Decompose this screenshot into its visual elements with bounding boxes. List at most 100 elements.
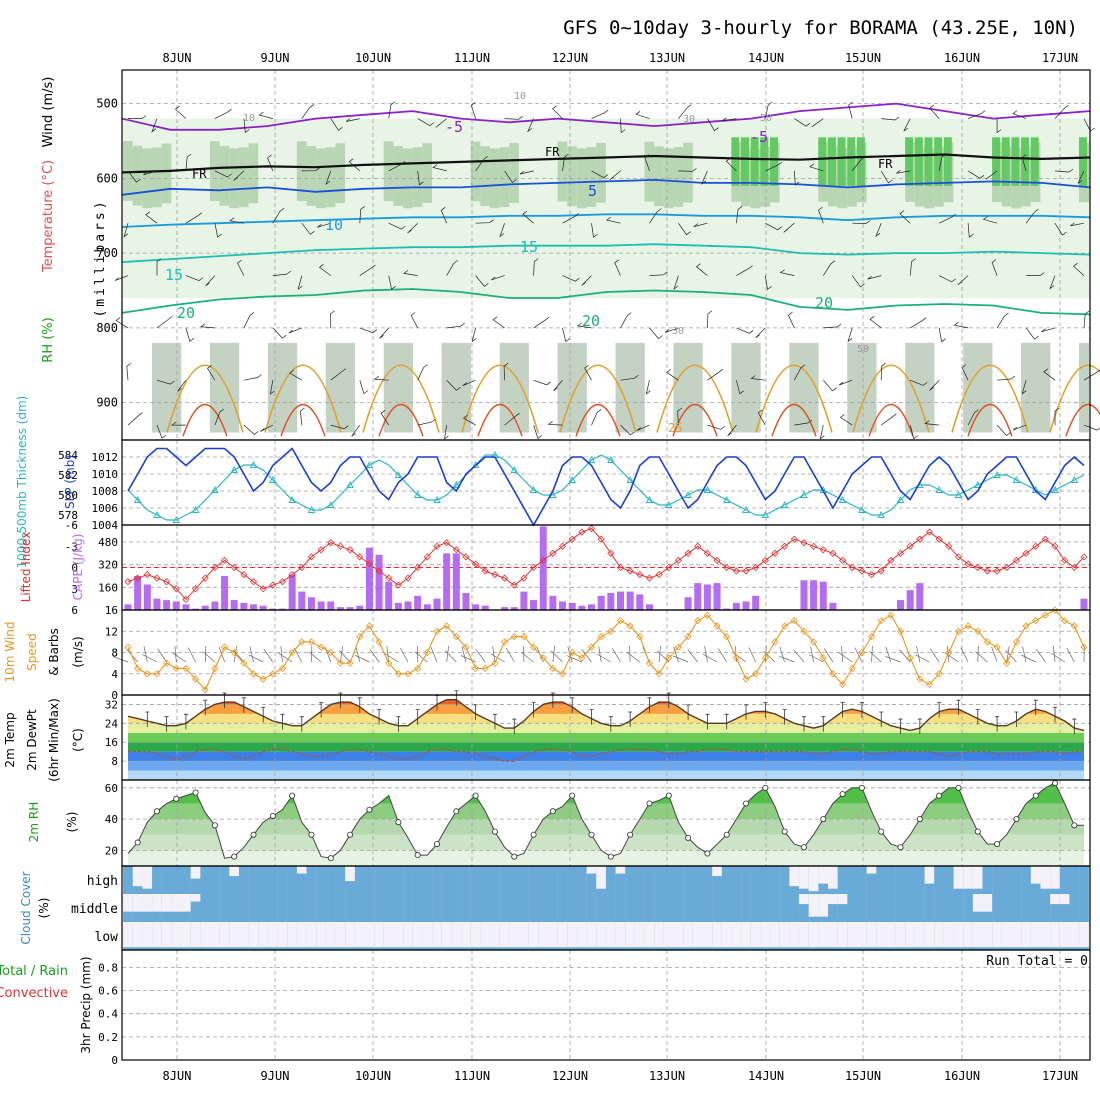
cloud-cloud_mid-blue-67 bbox=[770, 894, 780, 922]
precip-ytick-4: 0 bbox=[111, 1054, 118, 1067]
lifted-index-point-54 bbox=[645, 574, 654, 582]
upper-wind-barb-6-57 bbox=[677, 407, 682, 426]
lifted-index-point-42 bbox=[530, 563, 538, 572]
rh-shade-a-98 bbox=[1069, 118, 1080, 298]
lifted-index-point-59 bbox=[694, 542, 702, 550]
cape-bar-27 bbox=[385, 581, 393, 610]
temp-ytick-1: 24 bbox=[105, 717, 119, 730]
upper-wind-barb-5-51 bbox=[620, 375, 639, 381]
cape-bar-50 bbox=[607, 593, 615, 610]
cloud-cloud_low-clear-4 bbox=[161, 922, 172, 948]
cloud-cloud_high-clear-86 bbox=[953, 866, 964, 889]
cloud-cloud_mid-blue-73 bbox=[828, 894, 838, 922]
upper-wind-barb-2-93 bbox=[1025, 208, 1039, 224]
rh-point-15 bbox=[269, 812, 276, 819]
cloud-cloud_mid-blue-70 bbox=[799, 894, 809, 922]
rh-shade-a-10 bbox=[219, 118, 230, 298]
cloud-cloud_high-blue-47 bbox=[576, 866, 587, 894]
cloud-cloud_mid-blue-80 bbox=[895, 894, 906, 922]
rh-point-92 bbox=[1013, 816, 1020, 823]
temp-minmax-bar-54 bbox=[647, 697, 652, 713]
upper-wind-barb-4-42 bbox=[533, 316, 550, 329]
cloud-cloud_high-clear-2 bbox=[142, 866, 153, 889]
temp-minmax-bar-34 bbox=[454, 690, 459, 706]
wind-speed-point-63 bbox=[732, 654, 740, 662]
rh-shade-d-58 bbox=[683, 342, 694, 433]
temp-minmax-bar-66 bbox=[763, 702, 768, 718]
rh-point-60 bbox=[704, 850, 711, 857]
diurnal-arc-red-3 bbox=[477, 404, 523, 437]
rh-point-21 bbox=[327, 855, 334, 862]
upper-wind-barb-2-69 bbox=[783, 222, 795, 233]
label-isotherm-20-2: 20 bbox=[582, 312, 600, 330]
upper-wind-barb-3-93 bbox=[1026, 272, 1045, 276]
cloud-cloud_low-clear-46 bbox=[567, 922, 578, 948]
cloud-cloud_low-clear-23 bbox=[345, 922, 356, 948]
rh-shade-a-9 bbox=[209, 118, 220, 298]
wind-speed-point-8 bbox=[201, 686, 209, 694]
cloud-cloud_mid-clear-89 bbox=[982, 894, 993, 912]
lifted-index-point-19 bbox=[307, 553, 316, 561]
upper-wind-barb-4-93 bbox=[1025, 327, 1039, 340]
rh-shade-a-14 bbox=[258, 118, 269, 298]
upper-wind-barb-4-3 bbox=[156, 316, 173, 329]
rh-shade-a-31 bbox=[422, 118, 433, 298]
thickness-point-42 bbox=[529, 486, 538, 493]
cloud-cloud_low-clear-14 bbox=[258, 922, 269, 948]
lifted-index-point-44 bbox=[549, 549, 557, 557]
rh-shade-a-43 bbox=[538, 118, 549, 298]
cloud-cloud_low-clear-52 bbox=[625, 922, 636, 948]
upper-wind-barb-6-93 bbox=[1012, 424, 1027, 431]
wind-speed-point-67 bbox=[771, 638, 779, 646]
label-isotherm-5: 5 bbox=[588, 182, 597, 200]
rh-shade-a-69 bbox=[789, 118, 800, 298]
cloud-cloud_high-blue-28 bbox=[393, 866, 404, 894]
upper-wind-barb-5-27 bbox=[373, 375, 389, 381]
wind-speed-point-27 bbox=[385, 659, 393, 667]
cape-bar-54 bbox=[645, 604, 653, 610]
thickness-point-21 bbox=[327, 501, 335, 508]
cape-bar-2 bbox=[143, 584, 151, 610]
cloud-cloud_high-blue-68 bbox=[779, 866, 790, 894]
rh-shade-d-17 bbox=[287, 342, 298, 433]
cloud-cloud_low-clear-18 bbox=[296, 922, 307, 948]
cloud-cloud_mid-blue-43 bbox=[538, 894, 549, 922]
upper-wind-barb-4-54 bbox=[649, 327, 663, 340]
cloud-cloud_low-clear-56 bbox=[663, 922, 674, 948]
surface-wind-barb-31 bbox=[414, 651, 428, 663]
cloud-cloud_mid-blue-16 bbox=[277, 894, 288, 922]
cloud-cloud_high-blue-16 bbox=[277, 866, 288, 894]
temp-minmax-bar-46 bbox=[570, 697, 575, 713]
cloud-cloud_low-clear-71 bbox=[808, 922, 819, 948]
upper-wind-barb-2-0 bbox=[123, 223, 129, 238]
cloud-cloud_mid-blue-64 bbox=[741, 894, 751, 922]
cloud-cloud_low-clear-48 bbox=[586, 922, 597, 948]
rh-point-86 bbox=[955, 784, 962, 791]
diurnal-arc-orange-5 bbox=[656, 364, 734, 433]
diurnal-arc-orange-2 bbox=[362, 364, 440, 433]
cloud-cloud_mid-clear-96 bbox=[1050, 894, 1060, 905]
rh-point-11 bbox=[231, 853, 238, 860]
rh-shade-b-57 bbox=[673, 147, 684, 207]
wind-speed-point-89 bbox=[983, 638, 991, 646]
upper-ytick-1: 600 bbox=[96, 171, 118, 185]
upper-wind-barb-0-42 bbox=[527, 118, 534, 133]
cloud-cloud_mid-blue-49 bbox=[596, 894, 607, 922]
rh-shade-a-5 bbox=[171, 118, 182, 298]
wind-speed-point-81 bbox=[906, 654, 914, 662]
bottom-day-label-2: 10JUN bbox=[355, 1069, 391, 1083]
wind-speed-point-85 bbox=[945, 648, 953, 657]
cloud-cloud_low-clear-50 bbox=[605, 922, 616, 948]
upper-wind-barb-2-87 bbox=[967, 223, 974, 238]
rh-shade-d-76 bbox=[856, 342, 867, 433]
upper-wind-barb-2-3 bbox=[145, 211, 158, 224]
rh-shade-a-67 bbox=[769, 118, 780, 298]
lifted-index-point-33 bbox=[443, 539, 451, 547]
thickness-point-9 bbox=[211, 486, 219, 493]
slp-ytick-0: 1012 bbox=[92, 451, 119, 464]
cloud-cloud_high-blue-37 bbox=[480, 866, 491, 894]
upper-wind-barb-3-39 bbox=[491, 275, 505, 281]
cloud-cloud_high-blue-97 bbox=[1059, 866, 1070, 894]
wind-speed-point-43 bbox=[539, 654, 547, 662]
